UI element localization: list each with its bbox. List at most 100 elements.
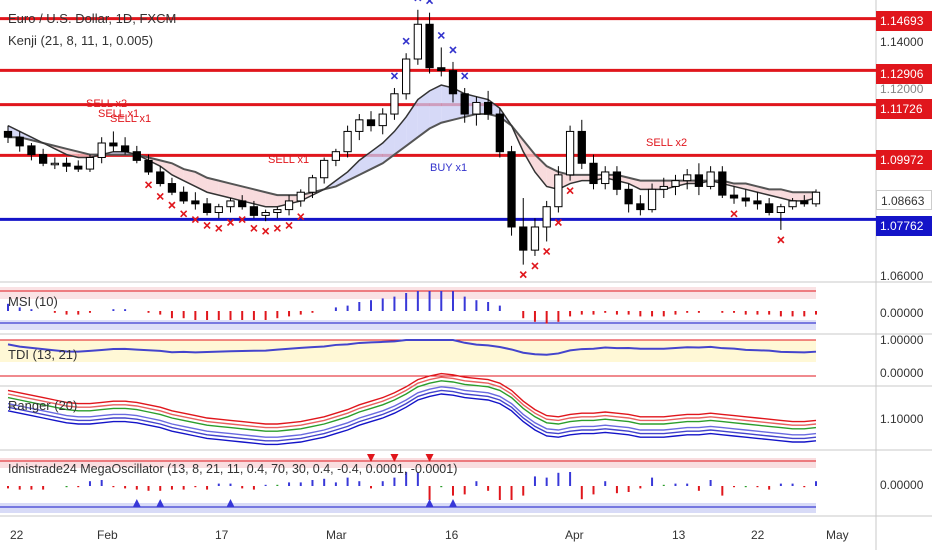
candle-body <box>273 209 282 214</box>
candle-body <box>472 101 481 115</box>
candle-body <box>413 23 422 60</box>
msi-title[interactable]: MSI (10) <box>8 294 58 309</box>
axis-tick: 1.06000 <box>880 269 924 283</box>
candle-body <box>718 171 727 196</box>
x-axis-label: 22 <box>751 528 765 542</box>
x-axis-label: 16 <box>445 528 459 542</box>
kenji-cloud <box>441 85 453 123</box>
candle-body <box>601 171 610 185</box>
mega-up-arrow <box>425 499 434 507</box>
ranger-title[interactable]: Ranger (20) <box>8 398 78 413</box>
sell-marker <box>262 227 270 235</box>
candle-body <box>683 174 692 182</box>
mega-up-arrow <box>156 499 165 507</box>
sell-signal-label: SELL x1 <box>110 113 152 125</box>
candle-body <box>50 162 59 166</box>
tdi-line <box>7 339 817 356</box>
candle-body <box>659 185 668 190</box>
kenji-cloud <box>792 192 805 201</box>
main-price-pane <box>0 0 876 279</box>
ranger-pane <box>7 372 817 446</box>
candle-body <box>284 200 294 211</box>
sell-marker <box>297 213 305 221</box>
candle-body <box>27 145 36 156</box>
signal-marker-upper <box>461 72 469 80</box>
msi-lower-band <box>0 320 816 330</box>
tdi-title[interactable]: TDI (13, 21) <box>8 347 78 362</box>
mega-oscillator-title[interactable]: Idnistrade24 MegaOscillator (13, 8, 21, … <box>8 462 458 476</box>
sell-marker <box>144 181 153 189</box>
candle-body <box>671 180 680 187</box>
price-tag-2[interactable]: 1.12906 <box>876 64 932 84</box>
last-price-tag[interactable]: 1.08663 <box>876 190 932 210</box>
candle-body <box>636 203 645 211</box>
sell-signal-label: SELL x1 <box>268 154 310 166</box>
candle-body <box>811 191 821 205</box>
candle-body <box>109 142 118 147</box>
candle-body <box>167 183 177 193</box>
signal-marker-upper <box>449 46 457 54</box>
candle-body <box>530 226 540 251</box>
mega-up-arrow <box>226 499 235 507</box>
candle-body <box>729 194 739 199</box>
ranger-band-line <box>7 393 817 446</box>
candle-body <box>120 145 130 153</box>
mega-down-arrow <box>367 454 376 462</box>
kenji-cloud <box>253 189 266 207</box>
price-tag-5[interactable]: 1.07762 <box>876 216 932 236</box>
sell-marker <box>250 224 258 232</box>
candle-body <box>753 200 762 205</box>
axis-tick: 0.00000 <box>880 366 924 380</box>
mega-oscillator-pane <box>0 454 817 513</box>
ranger-band-line <box>7 386 817 438</box>
kenji-cloud <box>382 131 395 164</box>
msi-pane <box>0 287 817 330</box>
x-axis-label: May <box>826 528 849 542</box>
price-tag-4[interactable]: 1.09972 <box>876 150 932 170</box>
kenji-cloud <box>570 174 582 184</box>
price-tag-3[interactable]: 1.11726 <box>876 99 932 119</box>
mega-up-arrow <box>448 499 457 507</box>
candle-body <box>694 174 704 187</box>
candle-body <box>226 200 235 208</box>
candle-body <box>402 58 411 95</box>
candle-body <box>261 212 270 216</box>
signal-marker-upper <box>437 31 445 40</box>
sell-signal-label: SELL x1 <box>98 108 140 120</box>
mega-down-arrow <box>425 454 434 462</box>
candle-body <box>800 200 809 205</box>
candle-body <box>308 177 317 193</box>
price-tag-1[interactable]: 1.14693 <box>876 11 932 31</box>
kenji-indicator-label[interactable]: Kenji (21, 8, 11, 1, 0.005) <box>8 33 154 48</box>
candle-body <box>589 162 598 185</box>
candle-body <box>214 206 223 213</box>
x-axis-label: 22 <box>10 528 24 542</box>
candle-body <box>554 174 563 208</box>
candle-body <box>296 191 305 202</box>
candle-body <box>366 119 376 127</box>
candle-body <box>425 23 434 69</box>
mega-up-arrow <box>132 499 141 507</box>
candle-body <box>15 136 24 147</box>
tdi-pane <box>0 339 817 377</box>
sell-marker <box>285 221 293 229</box>
candle-body <box>437 67 446 72</box>
kenji-cloud <box>640 180 653 190</box>
candle-body <box>776 206 785 213</box>
kenji-cloud <box>406 99 418 146</box>
mega-upper-band <box>0 458 816 468</box>
x-axis-label: Apr <box>565 528 584 542</box>
signal-marker-upper <box>425 0 432 5</box>
signal-marker-upper <box>402 37 410 45</box>
candle-body <box>156 171 165 185</box>
candle-body <box>495 113 504 153</box>
symbol-title[interactable]: Euro / U.S. Dollar, 1D, FXCM <box>8 11 177 26</box>
sell-marker <box>238 216 246 224</box>
kenji-cloud <box>417 90 430 138</box>
kenji-fast-line <box>7 84 817 208</box>
sell-marker <box>730 210 738 218</box>
kenji-cloud <box>534 154 547 187</box>
candle-body <box>85 156 95 170</box>
